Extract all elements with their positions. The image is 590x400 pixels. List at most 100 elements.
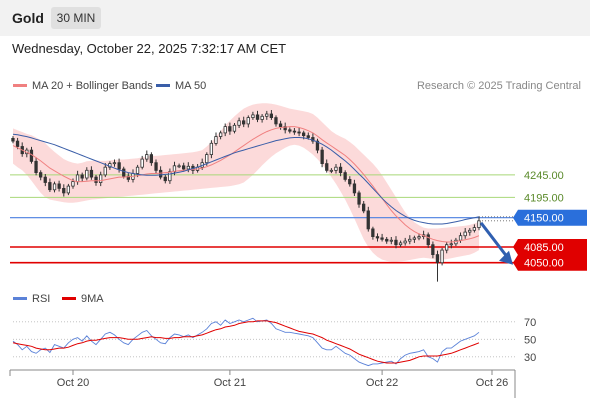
legend-9ma-label: 9MA <box>81 293 104 305</box>
candle-body <box>449 243 453 246</box>
candle-body <box>320 149 324 165</box>
legend-rsi-swatch <box>13 296 27 300</box>
candle-body <box>209 142 214 156</box>
candle-body <box>163 176 167 182</box>
candle-body <box>288 129 292 132</box>
level-tag-4150.00 <box>513 209 587 226</box>
candle-body <box>168 171 172 182</box>
candle-body <box>398 242 403 246</box>
rsi-tick-70: 70 <box>524 317 536 329</box>
legend-rsi-label: RSI <box>32 293 51 305</box>
candle-body <box>338 166 343 173</box>
timeframe-button[interactable]: 30 MIN <box>51 7 101 29</box>
time-axis: Oct 20 Oct 21 Oct 22 Oct 26 <box>9 369 516 398</box>
candle-body <box>366 210 370 230</box>
candle-body <box>278 123 283 128</box>
candle-body <box>380 237 384 240</box>
candle-body <box>71 181 75 187</box>
candle-body <box>89 169 94 178</box>
candle-body <box>135 166 140 174</box>
candle-body <box>385 238 389 242</box>
candle-body <box>306 135 310 138</box>
candle-body <box>158 169 163 178</box>
candle-body <box>463 231 467 237</box>
time-tick-label: Oct 26 <box>476 377 508 389</box>
level-label-4195.00: 4195.00 <box>524 192 564 204</box>
candle-body <box>80 174 84 179</box>
candle-body <box>403 240 407 244</box>
top-bar: Gold 30 MIN <box>0 0 590 36</box>
rsi-tick-30: 30 <box>524 352 536 364</box>
candle-body <box>99 174 103 183</box>
candle-body <box>112 162 117 165</box>
candle-body <box>11 137 15 142</box>
candle-body <box>177 165 181 168</box>
candle-body <box>39 172 43 178</box>
candle-body <box>444 244 449 251</box>
instrument-title: Gold <box>12 10 44 26</box>
legend-ma50-label: MA 50 <box>175 80 207 92</box>
rsi-tick-50: 50 <box>524 334 536 346</box>
candle-body <box>357 192 361 205</box>
candle-body <box>117 162 121 170</box>
candle-body <box>232 124 237 132</box>
candle-body <box>75 174 80 183</box>
candle-body <box>94 176 98 183</box>
candle-body <box>57 183 61 189</box>
forecast-arrow-shaft <box>479 221 509 258</box>
level-tag-4085.00 <box>513 239 587 255</box>
candle-body <box>325 163 329 171</box>
candle-body <box>154 162 158 171</box>
candle-body <box>223 126 227 134</box>
candle-body <box>34 160 38 174</box>
candle-body <box>375 236 380 239</box>
legend-ma50: MA 50 <box>156 80 206 92</box>
legend-ma50-swatch <box>156 83 170 87</box>
level-label-4050.00: 4050.00 <box>524 258 564 270</box>
candle-body <box>361 203 366 212</box>
rsi-line <box>12 317 480 367</box>
candle-body <box>426 234 430 246</box>
level-label-4085.00: 4085.00 <box>524 242 564 254</box>
candle-body <box>292 130 297 133</box>
candle-body <box>477 220 481 229</box>
candle-body <box>214 136 218 144</box>
rsi-9ma-line <box>12 320 480 364</box>
candle-body <box>15 140 20 147</box>
candle-body <box>352 183 357 194</box>
candle-body <box>417 236 421 239</box>
legend-ma20-label: MA 20 + Bollinger Bands <box>32 80 153 92</box>
ma50-line <box>12 133 480 225</box>
candle-body <box>122 168 126 177</box>
candle-body <box>103 166 107 176</box>
candle-body <box>43 176 47 183</box>
candle-body <box>301 132 306 136</box>
legend-ma20: MA 20 + Bollinger Bands <box>13 80 153 92</box>
candle-body <box>394 239 398 246</box>
candle-body <box>241 120 246 125</box>
candle-body <box>255 114 260 120</box>
candle-body <box>371 228 375 237</box>
candle-body <box>218 132 223 137</box>
candle-body <box>274 117 278 125</box>
candle-body <box>246 117 250 125</box>
candle-body <box>48 182 52 191</box>
candle-body <box>468 229 472 233</box>
legend-rsi: RSI <box>13 293 50 305</box>
candle-body <box>186 165 191 170</box>
time-tick-label: Oct 21 <box>214 377 246 389</box>
candle-body <box>431 244 435 255</box>
rsi-panel: 70 50 30 <box>12 317 536 367</box>
candle-body <box>140 158 144 168</box>
candle-body <box>265 113 269 117</box>
candle-body <box>181 165 186 170</box>
candle-body <box>297 131 301 134</box>
time-tick-label: Oct 22 <box>366 377 398 389</box>
candle-body <box>283 126 287 131</box>
legend-ma20-swatch <box>13 83 27 87</box>
candle-body <box>472 227 477 231</box>
candle-body <box>52 183 57 191</box>
level-label-4150.00: 4150.00 <box>524 213 564 225</box>
level-label-4245.00: 4245.00 <box>524 170 564 182</box>
